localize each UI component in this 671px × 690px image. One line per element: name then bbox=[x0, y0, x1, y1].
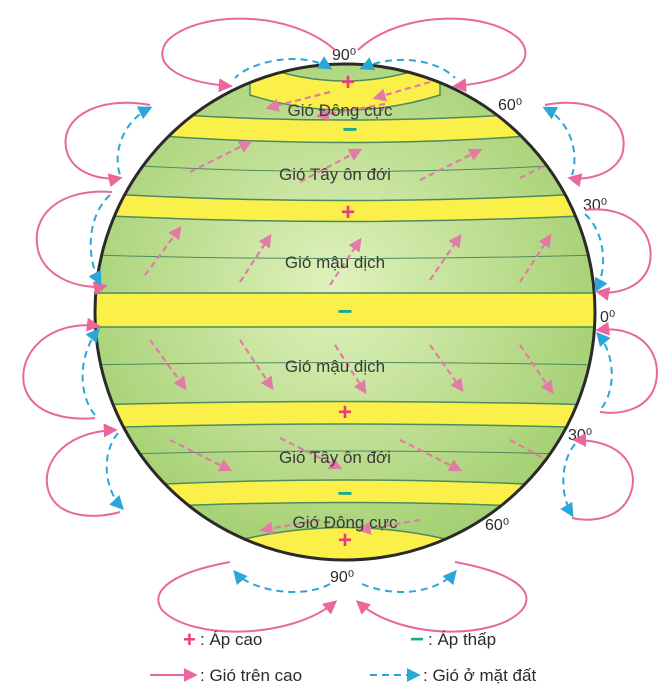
globe-outline bbox=[93, 62, 597, 562]
high-pressure-symbol: + bbox=[338, 399, 352, 426]
zone-label-north-westerlies: Gió Tây ôn đới bbox=[279, 165, 391, 184]
legend-surface-wind-label: : Gió ở mặt đất bbox=[423, 666, 536, 685]
zone-label-south-trade-winds: Gió mậu dịch bbox=[285, 357, 385, 376]
legend-low-pressure-symbol: − bbox=[410, 626, 424, 653]
legend: + : Áp cao − : Áp thấp : Gió trên cao : … bbox=[150, 626, 536, 685]
lat-label-30n: 30⁰ bbox=[583, 197, 607, 214]
legend-high-pressure-label: : Áp cao bbox=[200, 630, 262, 649]
equatorial-low-band bbox=[95, 292, 595, 328]
zone-label-north-polar-easterlies: Gió Đông cực bbox=[288, 101, 393, 120]
zone-label-south-polar-easterlies: Gió Đông cực bbox=[293, 513, 398, 532]
zone-label-south-westerlies: Gió Tây ôn đới bbox=[279, 448, 391, 467]
legend-low-pressure-label: : Áp thấp bbox=[428, 630, 496, 649]
high-pressure-symbol: + bbox=[341, 69, 355, 96]
north-polar-high-band bbox=[249, 64, 441, 111]
low-pressure-symbol: − bbox=[337, 478, 352, 508]
low-pressure-symbol: − bbox=[342, 114, 357, 144]
high-pressure-symbol: + bbox=[341, 199, 355, 226]
low-pressure-symbol: − bbox=[337, 296, 352, 326]
zone-label-north-trade-winds: Gió mậu dịch bbox=[285, 253, 385, 272]
legend-upper-wind-label: : Gió trên cao bbox=[200, 666, 302, 685]
subpolar-low-band-north bbox=[95, 107, 595, 144]
lat-label-60s: 60⁰ bbox=[485, 517, 509, 534]
legend-high-pressure-symbol: + bbox=[183, 627, 196, 652]
lat-label-90n: 90⁰ bbox=[332, 47, 356, 64]
subtropical-high-band-north bbox=[95, 192, 595, 223]
high-pressure-symbol: + bbox=[338, 527, 352, 554]
lat-label-60n: 60⁰ bbox=[498, 97, 522, 114]
subpolar-low-band-south bbox=[95, 479, 595, 511]
subtropical-high-band-south bbox=[95, 400, 595, 429]
globe: Gió Đông cực Gió Tây ôn đới Gió mậu dịch… bbox=[93, 62, 597, 562]
lat-label-equator: 0⁰ bbox=[600, 309, 615, 326]
circulation-cells bbox=[22, 17, 658, 633]
lat-label-90s: 90⁰ bbox=[330, 569, 354, 586]
